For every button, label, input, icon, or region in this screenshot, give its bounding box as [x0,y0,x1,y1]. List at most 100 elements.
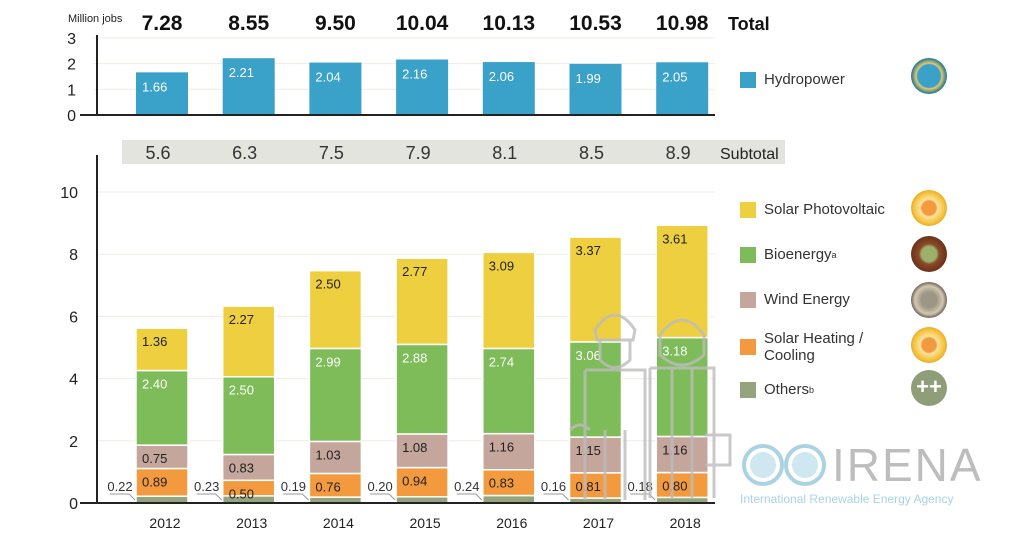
y-tick-label: 1 [67,82,76,99]
legend-swatch [740,339,756,355]
legend-label: Solar Photovoltaic [764,201,885,218]
data-label: 0.22 [107,479,132,494]
footnote-marker: b [809,384,815,395]
x-tick-label: 2018 [670,515,701,531]
y-tick-label: 0 [67,108,76,125]
unit-label: Million jobs [68,13,123,25]
bar-segment-bioenergy [308,347,363,443]
data-label: 2.77 [402,264,427,279]
logo-tagline: International Renewable Energy Agency [740,492,954,506]
y-tick-label: 3 [67,31,76,48]
subtotal-label: 8.5 [579,143,604,163]
leader-line [196,493,223,501]
data-label: 2.88 [402,350,427,365]
subtotal-label: 7.5 [319,143,344,163]
bar-segment-solar-heating-cooling [395,466,449,498]
data-label: 1.15 [576,443,601,458]
data-label: 2.16 [402,66,427,81]
data-label: 0.50 [229,486,254,501]
globe-infinity-icon [742,444,826,486]
subtotal-label: 5.6 [145,143,170,163]
total-label: 10.04 [396,12,449,35]
data-label: 0.19 [281,479,306,494]
worker-silhouette-icon [648,318,732,498]
y-tick-label: 6 [69,309,78,326]
bar-segment-others [135,495,189,504]
bar-hydropower [482,62,535,115]
legend-wind: Wind Energy [740,291,850,308]
subtotal-label: 7.9 [406,143,431,163]
data-label: 0.20 [367,479,392,494]
bar-segment-wind-energy [308,440,363,475]
sun-icon [911,190,947,226]
bar-segment-wind-energy [395,433,449,469]
legend-swatch [740,201,756,218]
data-label: 0.83 [229,460,254,475]
total-label: 8.55 [228,12,269,35]
data-label: 0.83 [489,476,514,491]
bar-hydropower [656,62,709,115]
leaf-icon [911,236,947,272]
data-label: 0.75 [142,451,167,466]
data-label: 1.03 [315,447,340,462]
y-tick-label: 4 [69,372,78,389]
bar-segment-solar-heating-cooling [482,468,536,497]
bar-hydropower [136,72,188,115]
data-label: 0.16 [541,479,566,494]
plus-icon: ++ [911,370,947,406]
bar-segment-bioenergy [655,336,709,438]
legend-label: Solar Heating / Cooling [764,330,864,364]
data-label: 0.81 [576,479,601,494]
data-label: 0.76 [315,479,340,494]
y-tick-label: 2 [67,57,76,74]
leader-line [543,493,569,501]
data-label: 2.21 [229,65,254,80]
bar-segment-bioenergy [482,347,536,435]
data-label: 2.99 [315,354,340,369]
bar-hydropower [569,63,622,115]
subtotal-heading: Subtotal [720,146,779,163]
legend-label: Bioenergy [764,246,832,263]
legend-solar-heating: Solar Heating / Cooling [740,330,890,364]
bar-segment-wind-energy [482,432,536,471]
data-label: 2.27 [229,312,254,327]
total-label: 7.28 [142,12,183,35]
x-tick-label: 2016 [496,515,527,531]
data-label: 1.36 [142,334,167,349]
x-tick-label: 2017 [583,515,614,531]
data-label: 1.99 [576,71,601,86]
bar-segment-others [482,494,536,504]
bar-segment-solar-photovoltaic [568,236,623,343]
bar-segment-solar-heating-cooling [568,472,623,499]
legend-solar-pv: Solar Photovoltaic [740,201,885,218]
wind-icon [911,282,947,318]
logo-name: IRENA [832,439,983,491]
subtotal-label: 8.1 [492,143,517,163]
legend-swatch [740,381,756,398]
x-tick-label: 2013 [236,515,267,531]
sun-icon [911,327,947,363]
total-label: 9.50 [315,12,356,35]
data-label: 2.05 [662,69,687,84]
y-tick-label: 2 [69,434,78,451]
y-tick-label: 8 [69,247,78,264]
subtotal-band [122,140,785,164]
data-label: 2.40 [142,377,167,392]
total-label: 10.53 [569,12,622,35]
data-label: 2.06 [489,69,514,84]
bar-segment-solar-photovoltaic [221,305,276,378]
legend-swatch [740,246,756,263]
legend-label: Wind Energy [764,291,850,308]
bar-segment-solar-photovoltaic [395,257,449,346]
subtotal-label: 6.3 [232,143,257,163]
bar-segment-wind-energy [568,436,623,474]
bar-segment-solar-photovoltaic [482,251,536,350]
bar-hydropower [396,59,449,115]
legend-bioenergy: Bioenergy a [740,246,837,263]
legend-label: Others [764,381,810,398]
leader-line [110,493,136,501]
data-label: 2.04 [315,70,340,85]
legend-others: Others b [740,381,814,398]
data-label: 0.24 [454,479,479,494]
footnote-marker: a [831,249,837,260]
